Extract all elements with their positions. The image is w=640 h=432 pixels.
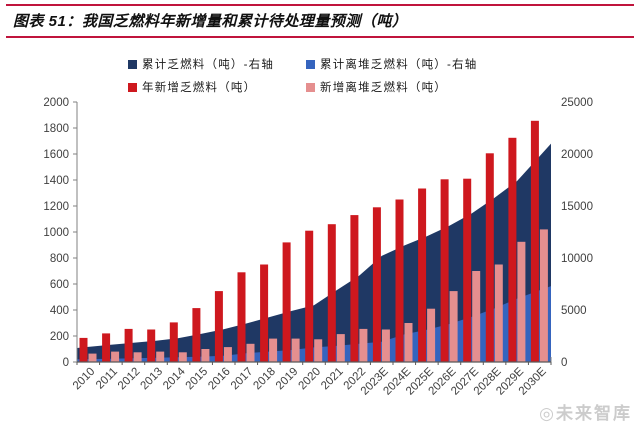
bar-red-2028E (485, 153, 494, 362)
right-axis-label: 10000 (561, 253, 593, 265)
header-bottom-rule (6, 36, 634, 38)
legend-item-red: 年新增乏燃料（吨） (128, 79, 306, 95)
bar-pink-2014 (178, 352, 187, 363)
left-axis-label: 1600 (43, 149, 69, 161)
bar-pink-2021 (336, 334, 345, 362)
left-axis-label: 1000 (43, 227, 69, 239)
legend-label: 累计乏燃料（吨）-右轴 (142, 59, 275, 71)
legend-label: 累计离堆乏燃料（吨）-右轴 (320, 59, 478, 71)
bar-red-2010 (79, 337, 88, 362)
legend-item-navy: 累计乏燃料（吨）-右轴 (128, 56, 306, 72)
bar-red-2025E (418, 188, 427, 362)
x-axis-label-2015: 2015 (184, 366, 211, 393)
legend-swatch-icon (128, 59, 137, 69)
bar-pink-2030E (539, 229, 548, 362)
bar-red-2011 (102, 333, 111, 362)
left-axis-label: 1800 (43, 123, 69, 135)
bar-red-2026E (440, 179, 449, 362)
bar-pink-2015 (201, 349, 210, 362)
right-axis-label: 0 (561, 357, 567, 369)
legend-item-pink: 新增离堆乏燃料（吨） (306, 79, 568, 95)
bar-red-2024E (395, 199, 404, 362)
bar-red-2021 (327, 224, 336, 362)
x-axis-label-2021: 2021 (319, 366, 346, 393)
bar-red-2016 (214, 291, 223, 362)
area-series-navy (77, 143, 551, 362)
right-axis-label: 25000 (561, 97, 593, 109)
bar-pink-2026E (449, 291, 458, 362)
bar-pink-2024E (404, 323, 413, 362)
legend-swatch-icon (306, 59, 315, 69)
x-axis-label-2020: 2020 (297, 366, 324, 393)
header-top-rule (6, 4, 634, 6)
right-axis-label: 5000 (561, 305, 587, 317)
bar-pink-2013 (156, 351, 165, 362)
bar-pink-2025E (427, 308, 436, 362)
x-axis-label-2012: 2012 (116, 366, 143, 393)
left-axis-label: 400 (50, 305, 69, 317)
legend-item-blue: 累计离堆乏燃料（吨）-右轴 (306, 56, 568, 72)
left-axis-label: 2000 (43, 97, 69, 109)
legend-label: 年新增乏燃料（吨） (142, 82, 257, 94)
bar-red-2020 (305, 230, 314, 362)
bar-pink-2028E (494, 264, 503, 362)
bar-pink-2018 (269, 338, 278, 362)
bar-red-2030E (530, 120, 539, 362)
x-axis-label-2011: 2011 (94, 366, 120, 392)
bar-red-2014 (169, 322, 178, 362)
bar-red-2019 (282, 242, 291, 362)
bar-red-2022 (350, 215, 359, 362)
bar-pink-2022 (359, 328, 368, 362)
left-axis-label: 600 (50, 279, 69, 291)
bar-red-2023E (372, 207, 381, 362)
left-axis-label: 800 (50, 253, 69, 265)
x-axis-label-2016: 2016 (206, 366, 233, 393)
left-axis-label: 1400 (43, 175, 69, 187)
bar-pink-2023E (381, 329, 390, 362)
bar-pink-2027E (472, 271, 481, 362)
bar-red-2018 (260, 264, 269, 362)
bar-red-2027E (463, 178, 472, 362)
watermark: ◎未来智库 (539, 404, 632, 423)
bar-series-pink (88, 229, 548, 363)
bar-pink-2010 (88, 353, 97, 362)
bar-series-red (79, 120, 539, 363)
right-axis-label: 15000 (561, 201, 593, 213)
x-axis-label-2018: 2018 (251, 366, 278, 393)
bar-pink-2029E (517, 241, 526, 363)
legend-swatch-icon (128, 82, 137, 92)
bar-pink-2020 (314, 339, 323, 363)
bar-pink-2017 (246, 343, 255, 362)
x-axis-label-2010: 2010 (71, 366, 98, 393)
chart-legend: 累计乏燃料（吨）-右轴 累计离堆乏燃料（吨）-右轴年新增乏燃料（吨） 新增离堆乏燃料… (128, 56, 568, 95)
bar-pink-2012 (133, 352, 142, 363)
bar-pink-2016 (223, 347, 232, 362)
left-axis-label: 1200 (43, 201, 69, 213)
bar-red-2017 (237, 272, 246, 362)
right-axis-label: 20000 (561, 149, 593, 161)
bar-pink-2019 (291, 338, 300, 362)
x-axis-label-2013: 2013 (139, 366, 166, 393)
left-axis-label: 0 (63, 357, 69, 369)
x-axis-label-2017: 2017 (229, 366, 256, 393)
left-axis-label: 200 (50, 331, 69, 343)
bar-red-2029E (508, 137, 517, 363)
chart-title: 图表 51：我国乏燃料年新增量和累计待处理量预测（吨） (13, 13, 408, 30)
x-axis-label-2014: 2014 (161, 365, 188, 392)
bar-red-2013 (147, 329, 156, 362)
legend-swatch-icon (306, 82, 315, 92)
legend-label: 新增离堆乏燃料（吨） (320, 82, 447, 94)
bar-red-2012 (124, 328, 133, 362)
bar-red-2015 (192, 308, 201, 362)
x-axis-label-2019: 2019 (274, 366, 301, 393)
bar-pink-2011 (111, 351, 120, 362)
